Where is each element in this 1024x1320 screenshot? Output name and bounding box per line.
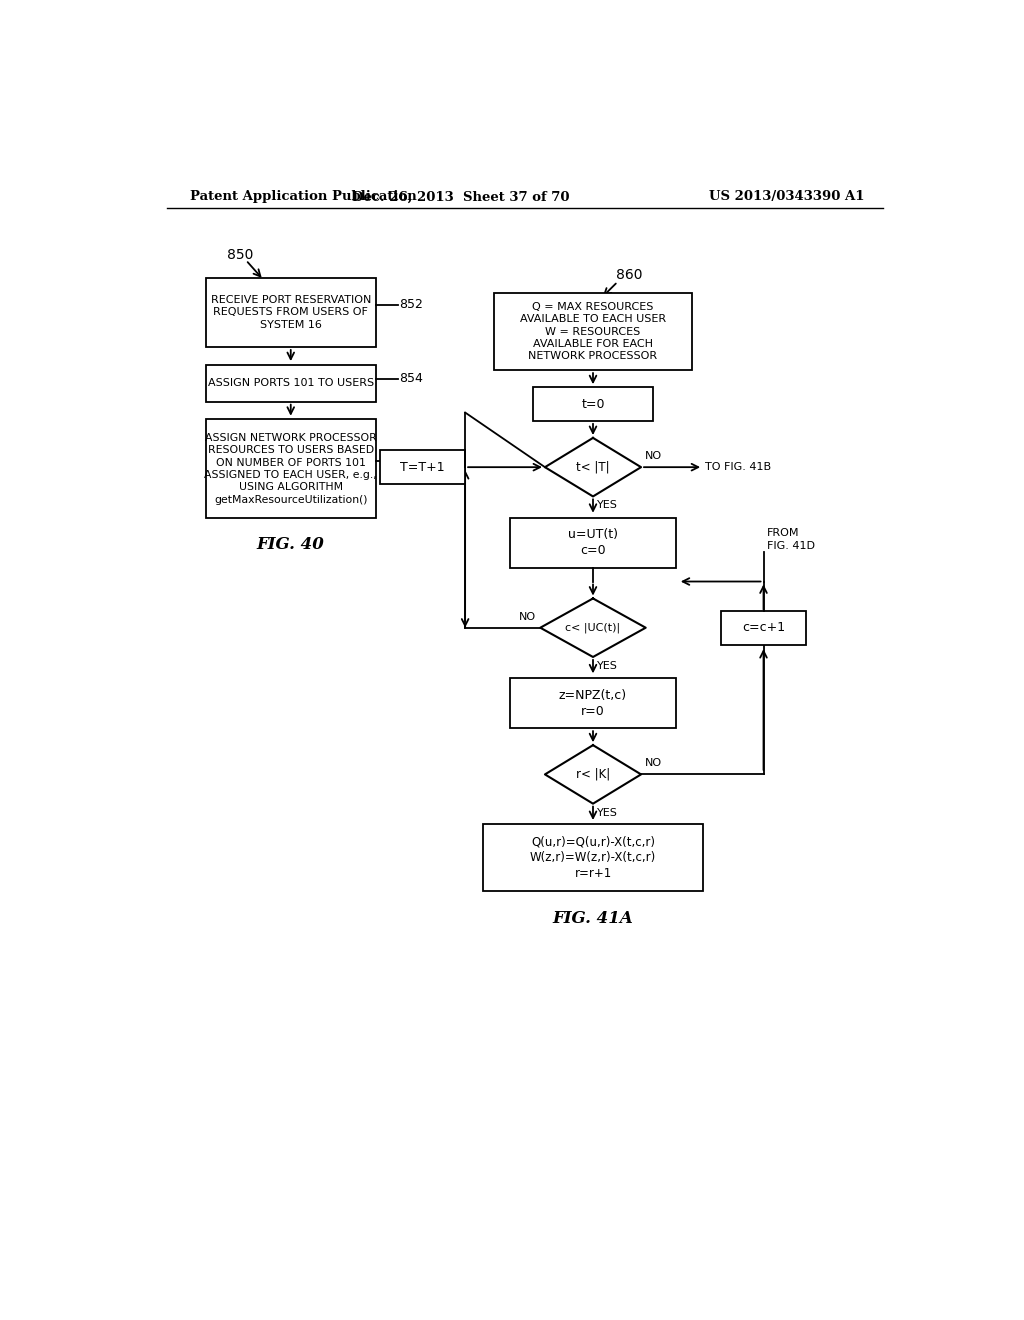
Text: u=UT(t)
c=0: u=UT(t) c=0 [568, 528, 618, 557]
Text: r< |K|: r< |K| [575, 768, 610, 781]
Text: 860: 860 [616, 268, 643, 282]
Text: T=T+1: T=T+1 [400, 461, 444, 474]
Bar [721, 611, 806, 644]
Bar [380, 450, 465, 484]
Bar [482, 824, 703, 891]
Text: z=NPZ(t,c)
r=0: z=NPZ(t,c) r=0 [559, 689, 627, 718]
Polygon shape [541, 598, 646, 657]
Text: NO: NO [645, 451, 663, 461]
Text: YES: YES [597, 661, 617, 671]
Text: RECEIVE PORT RESERVATION
REQUESTS FROM USERS OF
SYSTEM 16: RECEIVE PORT RESERVATION REQUESTS FROM U… [211, 294, 371, 330]
Polygon shape [545, 438, 641, 496]
Text: 852: 852 [399, 298, 423, 312]
Text: Q = MAX RESOURCES
AVAILABLE TO EACH USER
W = RESOURCES
AVAILABLE FOR EACH
NETWOR: Q = MAX RESOURCES AVAILABLE TO EACH USER… [520, 302, 666, 362]
Text: US 2013/0343390 A1: US 2013/0343390 A1 [710, 190, 864, 203]
Polygon shape [545, 744, 641, 804]
Text: FROM: FROM [767, 528, 800, 539]
Text: NO: NO [519, 611, 537, 622]
Text: Q(u,r)=Q(u,r)-X(t,c,r)
W(z,r)=W(z,r)-X(t,c,r)
r=r+1: Q(u,r)=Q(u,r)-X(t,c,r) W(z,r)=W(z,r)-X(t… [529, 836, 656, 880]
Bar [532, 387, 653, 421]
Bar [206, 420, 376, 517]
Text: t=0: t=0 [582, 397, 605, 411]
Text: ASSIGN NETWORK PROCESSOR
RESOURCES TO USERS BASED
ON NUMBER OF PORTS 101
ASSIGNE: ASSIGN NETWORK PROCESSOR RESOURCES TO US… [205, 433, 377, 504]
Text: 856: 856 [399, 454, 423, 467]
Text: Patent Application Publication: Patent Application Publication [190, 190, 417, 203]
Text: c=c+1: c=c+1 [742, 622, 785, 634]
Text: FIG. 41D: FIG. 41D [767, 541, 815, 552]
Bar [510, 678, 676, 729]
Text: 854: 854 [399, 372, 423, 385]
Text: TO FIG. 41B: TO FIG. 41B [706, 462, 771, 473]
Text: NO: NO [645, 758, 663, 768]
Text: ASSIGN PORTS 101 TO USERS: ASSIGN PORTS 101 TO USERS [208, 379, 374, 388]
Bar [206, 364, 376, 401]
Text: YES: YES [597, 500, 617, 511]
Text: Dec. 26, 2013  Sheet 37 of 70: Dec. 26, 2013 Sheet 37 of 70 [352, 190, 570, 203]
Bar [510, 517, 676, 568]
Bar [495, 293, 692, 370]
Text: c< |UC(t)|: c< |UC(t)| [565, 623, 621, 634]
Text: YES: YES [597, 808, 617, 817]
Bar [206, 277, 376, 347]
Text: FIG. 40: FIG. 40 [257, 536, 325, 553]
Text: 850: 850 [227, 248, 254, 261]
Text: t< |T|: t< |T| [577, 461, 610, 474]
Text: FIG. 41A: FIG. 41A [553, 909, 634, 927]
